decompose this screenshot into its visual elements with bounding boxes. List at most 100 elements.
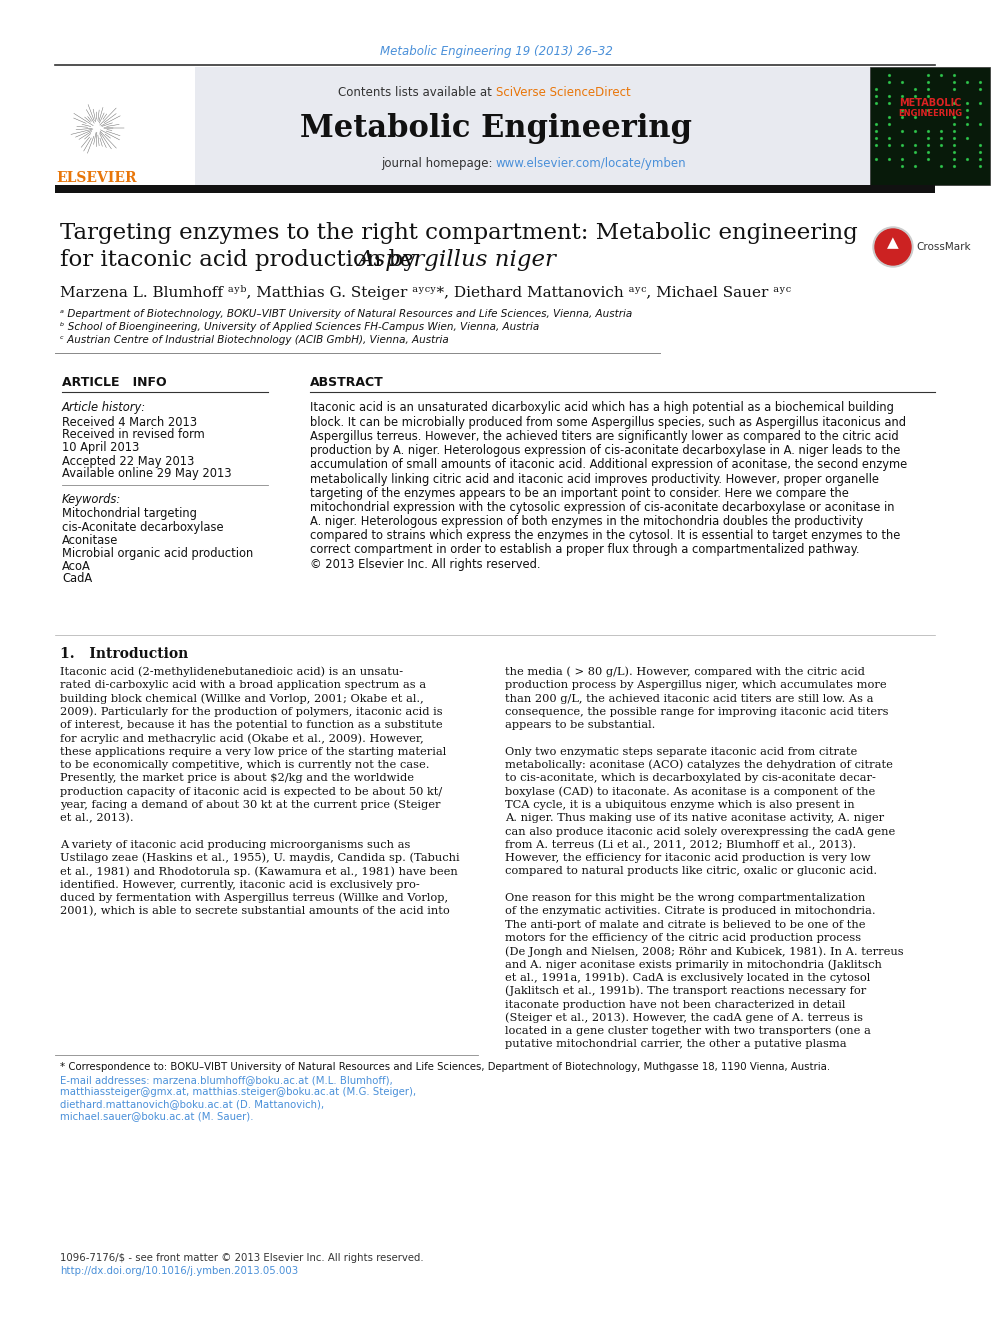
Text: of the enzymatic activities. Citrate is produced in mitochondria.: of the enzymatic activities. Citrate is … (505, 906, 876, 917)
Text: Received in revised form: Received in revised form (62, 429, 204, 442)
Text: to cis-aconitate, which is decarboxylated by cis-aconitate decar-: to cis-aconitate, which is decarboxylate… (505, 774, 876, 783)
Text: Aconitase: Aconitase (62, 533, 118, 546)
Text: diethard.mattanovich@boku.ac.at (D. Mattanovich),: diethard.mattanovich@boku.ac.at (D. Matt… (60, 1099, 324, 1109)
Circle shape (873, 228, 913, 267)
Text: (Steiger et al., 2013). However, the cadA gene of A. terreus is: (Steiger et al., 2013). However, the cad… (505, 1012, 863, 1023)
Text: CrossMark: CrossMark (916, 242, 970, 251)
Text: itaconate production have not been characterized in detail: itaconate production have not been chara… (505, 999, 845, 1009)
Text: year, facing a demand of about 30 kt at the current price (Steiger: year, facing a demand of about 30 kt at … (60, 799, 440, 810)
Text: However, the efficiency for itaconic acid production is very low: However, the efficiency for itaconic aci… (505, 853, 871, 863)
Text: for acrylic and methacrylic acid (Okabe et al., 2009). However,: for acrylic and methacrylic acid (Okabe … (60, 733, 424, 744)
Text: 10 April 2013: 10 April 2013 (62, 442, 139, 455)
Text: building block chemical (Willke and Vorlop, 2001; Okabe et al.,: building block chemical (Willke and Vorl… (60, 693, 424, 704)
Text: production capacity of itaconic acid is expected to be about 50 kt/: production capacity of itaconic acid is … (60, 787, 442, 796)
Text: boxylase (CAD) to itaconate. As aconitase is a component of the: boxylase (CAD) to itaconate. As aconitas… (505, 786, 875, 796)
Text: Only two enzymatic steps separate itaconic acid from citrate: Only two enzymatic steps separate itacon… (505, 746, 857, 757)
Text: to be economically competitive, which is currently not the case.: to be economically competitive, which is… (60, 761, 430, 770)
Text: correct compartment in order to establish a proper flux through a compartmentali: correct compartment in order to establis… (310, 544, 859, 557)
Text: E-mail addresses: marzena.blumhoff@boku.ac.at (M.L. Blumhoff),: E-mail addresses: marzena.blumhoff@boku.… (60, 1076, 393, 1085)
Text: Article history:: Article history: (62, 401, 146, 414)
Text: production by A. niger. Heterologous expression of cis-aconitate decarboxylase i: production by A. niger. Heterologous exp… (310, 445, 901, 458)
Text: appears to be substantial.: appears to be substantial. (505, 720, 656, 730)
Bar (55, 67, 195, 185)
Text: ᶜ Austrian Centre of Industrial Biotechnology (ACIB GmbH), Vienna, Austria: ᶜ Austrian Centre of Industrial Biotechn… (60, 335, 448, 345)
Text: CadA: CadA (62, 573, 92, 586)
Text: ▲: ▲ (887, 235, 899, 250)
Text: ᵇ School of Bioengineering, University of Applied Sciences FH-Campus Wien, Vienn: ᵇ School of Bioengineering, University o… (60, 321, 540, 332)
Text: metabolically linking citric acid and itaconic acid improves productivity. Howev: metabolically linking citric acid and it… (310, 472, 879, 486)
Bar (55, 185, 935, 193)
Text: A variety of itaconic acid producing microorganisms such as: A variety of itaconic acid producing mic… (60, 840, 411, 849)
Circle shape (875, 229, 911, 265)
Bar (870, 67, 990, 185)
Text: ENGINEERING: ENGINEERING (898, 110, 962, 119)
Text: than 200 g/L, the achieved itaconic acid titers are still low. As a: than 200 g/L, the achieved itaconic acid… (505, 693, 874, 704)
Text: consequence, the possible range for improving itaconic acid titers: consequence, the possible range for impr… (505, 706, 889, 717)
Text: Presently, the market price is about $2/kg and the worldwide: Presently, the market price is about $2/… (60, 774, 414, 783)
Text: SciVerse ScienceDirect: SciVerse ScienceDirect (496, 86, 631, 99)
Text: et al., 2013).: et al., 2013). (60, 814, 134, 823)
Text: Mitochondrial targeting: Mitochondrial targeting (62, 508, 196, 520)
Text: these applications require a very low price of the starting material: these applications require a very low pr… (60, 746, 446, 757)
Text: Available online 29 May 2013: Available online 29 May 2013 (62, 467, 231, 480)
Text: The anti-port of malate and citrate is believed to be one of the: The anti-port of malate and citrate is b… (505, 919, 865, 930)
Text: located in a gene cluster together with two transporters (one a: located in a gene cluster together with … (505, 1025, 871, 1036)
Text: ABSTRACT: ABSTRACT (310, 376, 384, 389)
Text: Marzena L. Blumhoff ᵃʸᵇ, Matthias G. Steiger ᵃʸᶜʸ*, Diethard Mattanovich ᵃʸᶜ, Mi: Marzena L. Blumhoff ᵃʸᵇ, Matthias G. Ste… (60, 284, 791, 299)
Text: compared to strains which express the enzymes in the cytosol. It is essential to: compared to strains which express the en… (310, 529, 901, 542)
Text: 1.   Introduction: 1. Introduction (60, 647, 188, 662)
Text: A. niger. Heterologous expression of both enzymes in the mitochondria doubles th: A. niger. Heterologous expression of bot… (310, 515, 863, 528)
Text: from A. terreus (Li et al., 2011, 2012; Blumhoff et al., 2013).: from A. terreus (Li et al., 2011, 2012; … (505, 840, 856, 851)
Text: Accepted 22 May 2013: Accepted 22 May 2013 (62, 455, 194, 467)
Text: duced by fermentation with Aspergillus terreus (Willke and Vorlop,: duced by fermentation with Aspergillus t… (60, 893, 448, 904)
Text: compared to natural products like citric, oxalic or gluconic acid.: compared to natural products like citric… (505, 867, 877, 877)
Text: Received 4 March 2013: Received 4 March 2013 (62, 415, 197, 429)
Text: http://dx.doi.org/10.1016/j.ymben.2013.05.003: http://dx.doi.org/10.1016/j.ymben.2013.0… (60, 1266, 299, 1275)
Text: ELSEVIER: ELSEVIER (57, 171, 137, 185)
Text: rated di-carboxylic acid with a broad application spectrum as a: rated di-carboxylic acid with a broad ap… (60, 680, 427, 691)
Text: Contents lists available at: Contents lists available at (338, 86, 496, 99)
Text: putative mitochondrial carrier, the other a putative plasma: putative mitochondrial carrier, the othe… (505, 1040, 846, 1049)
Text: and A. niger aconitase exists primarily in mitochondria (Jaklitsch: and A. niger aconitase exists primarily … (505, 959, 882, 970)
Text: Microbial organic acid production: Microbial organic acid production (62, 546, 253, 560)
Text: identified. However, currently, itaconic acid is exclusively pro-: identified. However, currently, itaconic… (60, 880, 420, 890)
Text: journal homepage:: journal homepage: (381, 156, 496, 169)
Text: targeting of the enzymes appears to be an important point to consider. Here we c: targeting of the enzymes appears to be a… (310, 487, 849, 500)
Bar (55, 67, 935, 185)
Text: 2009). Particularly for the production of polymers, itaconic acid is: 2009). Particularly for the production o… (60, 706, 442, 717)
Text: et al., 1991a, 1991b). CadA is exclusively located in the cytosol: et al., 1991a, 1991b). CadA is exclusive… (505, 972, 870, 983)
Text: metabolically: aconitase (ACO) catalyzes the dehydration of citrate: metabolically: aconitase (ACO) catalyzes… (505, 759, 893, 770)
Text: (De Jongh and Nielsen, 2008; Röhr and Kubicek, 1981). In A. terreus: (De Jongh and Nielsen, 2008; Röhr and Ku… (505, 946, 904, 957)
Text: AcoA: AcoA (62, 560, 91, 573)
Text: Metabolic Engineering 19 (2013) 26–32: Metabolic Engineering 19 (2013) 26–32 (380, 45, 612, 58)
Text: production process by Aspergillus niger, which accumulates more: production process by Aspergillus niger,… (505, 680, 887, 691)
Text: michael.sauer@boku.ac.at (M. Sauer).: michael.sauer@boku.ac.at (M. Sauer). (60, 1111, 254, 1121)
Text: ᵃ Department of Biotechnology, BOKU–VIBT University of Natural Resources and Lif: ᵃ Department of Biotechnology, BOKU–VIBT… (60, 310, 632, 319)
Text: Itaconic acid is an unsaturated dicarboxylic acid which has a high potential as : Itaconic acid is an unsaturated dicarbox… (310, 401, 894, 414)
Text: for itaconic acid production by: for itaconic acid production by (60, 249, 424, 271)
Text: (Jaklitsch et al., 1991b). The transport reactions necessary for: (Jaklitsch et al., 1991b). The transport… (505, 986, 866, 996)
Text: * Correspondence to: BOKU–VIBT University of Natural Resources and Life Sciences: * Correspondence to: BOKU–VIBT Universit… (60, 1062, 830, 1072)
Text: accumulation of small amounts of itaconic acid. Additional expression of aconita: accumulation of small amounts of itaconi… (310, 458, 908, 471)
Text: matthiassteiger@gmx.at, matthias.steiger@boku.ac.at (M.G. Steiger),: matthiassteiger@gmx.at, matthias.steiger… (60, 1088, 416, 1097)
Text: mitochondrial expression with the cytosolic expression of cis-aconitate decarbox: mitochondrial expression with the cytoso… (310, 501, 895, 513)
Text: www.elsevier.com/locate/ymben: www.elsevier.com/locate/ymben (496, 156, 686, 169)
Text: motors for the efficiency of the citric acid production process: motors for the efficiency of the citric … (505, 933, 861, 943)
Text: © 2013 Elsevier Inc. All rights reserved.: © 2013 Elsevier Inc. All rights reserved… (310, 558, 541, 570)
Text: 1096-7176/$ - see front matter © 2013 Elsevier Inc. All rights reserved.: 1096-7176/$ - see front matter © 2013 El… (60, 1253, 424, 1263)
Text: Ustilago zeae (Haskins et al., 1955), U. maydis, Candida sp. (Tabuchi: Ustilago zeae (Haskins et al., 1955), U.… (60, 853, 459, 864)
Text: et al., 1981) and Rhodotorula sp. (Kawamura et al., 1981) have been: et al., 1981) and Rhodotorula sp. (Kawam… (60, 867, 457, 877)
Text: Aspergillus terreus. However, the achieved titers are significantly lower as com: Aspergillus terreus. However, the achiev… (310, 430, 899, 443)
Text: of interest, because it has the potential to function as a substitute: of interest, because it has the potentia… (60, 720, 442, 730)
Text: Keywords:: Keywords: (62, 493, 121, 507)
Text: ARTICLE   INFO: ARTICLE INFO (62, 376, 167, 389)
Text: Itaconic acid (2-methylidenebutanedioic acid) is an unsatu-: Itaconic acid (2-methylidenebutanedioic … (60, 667, 403, 677)
Text: block. It can be microbially produced from some Aspergillus species, such as Asp: block. It can be microbially produced fr… (310, 415, 906, 429)
Text: A. niger. Thus making use of its native aconitase activity, A. niger: A. niger. Thus making use of its native … (505, 814, 884, 823)
Text: Metabolic Engineering: Metabolic Engineering (300, 112, 692, 143)
Text: 2001), which is able to secrete substantial amounts of the acid into: 2001), which is able to secrete substant… (60, 906, 449, 917)
Text: One reason for this might be the wrong compartmentalization: One reason for this might be the wrong c… (505, 893, 865, 904)
Text: Targeting enzymes to the right compartment: Metabolic engineering: Targeting enzymes to the right compartme… (60, 222, 858, 243)
Text: the media ( > 80 g/L). However, compared with the citric acid: the media ( > 80 g/L). However, compared… (505, 667, 865, 677)
Text: can also produce itaconic acid solely overexpressing the cadA gene: can also produce itaconic acid solely ov… (505, 827, 895, 836)
